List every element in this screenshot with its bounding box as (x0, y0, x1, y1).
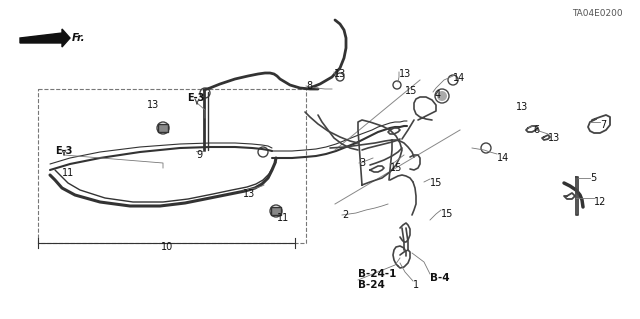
Text: 10: 10 (161, 242, 173, 252)
Bar (158, 124, 168, 132)
Text: 13: 13 (399, 69, 412, 79)
Text: B-24-1: B-24-1 (358, 269, 396, 279)
Text: 2: 2 (342, 210, 348, 220)
Text: 13: 13 (516, 102, 528, 112)
Circle shape (159, 124, 167, 132)
Circle shape (437, 91, 447, 101)
Circle shape (272, 207, 280, 215)
Text: 6: 6 (533, 125, 539, 135)
Text: 4: 4 (435, 90, 441, 100)
Text: 13: 13 (147, 100, 159, 110)
Text: Fr.: Fr. (72, 33, 86, 43)
Text: TA04E0200: TA04E0200 (572, 10, 623, 19)
Polygon shape (20, 29, 70, 47)
Text: B-24: B-24 (358, 280, 385, 290)
Text: E-3: E-3 (188, 93, 205, 103)
Text: 5: 5 (590, 173, 596, 183)
Text: 15: 15 (441, 209, 453, 219)
Text: 14: 14 (497, 153, 509, 163)
Text: E-3: E-3 (55, 146, 73, 156)
Text: 11: 11 (62, 168, 74, 178)
Text: 11: 11 (277, 213, 289, 223)
Text: 7: 7 (600, 120, 606, 130)
Text: 15: 15 (390, 163, 403, 173)
Text: 9: 9 (196, 150, 202, 160)
Text: B-4: B-4 (430, 273, 450, 283)
Text: 12: 12 (594, 197, 606, 207)
Text: 15: 15 (405, 86, 417, 96)
Text: 14: 14 (453, 73, 465, 83)
Text: 15: 15 (430, 178, 442, 188)
Text: 1: 1 (413, 280, 419, 290)
Bar (271, 207, 281, 215)
Text: 13: 13 (548, 133, 560, 143)
Bar (38, 89, 306, 243)
Text: 8: 8 (306, 81, 312, 91)
Text: 13: 13 (243, 189, 255, 199)
Text: 3: 3 (359, 158, 365, 168)
Text: 13: 13 (334, 69, 346, 79)
